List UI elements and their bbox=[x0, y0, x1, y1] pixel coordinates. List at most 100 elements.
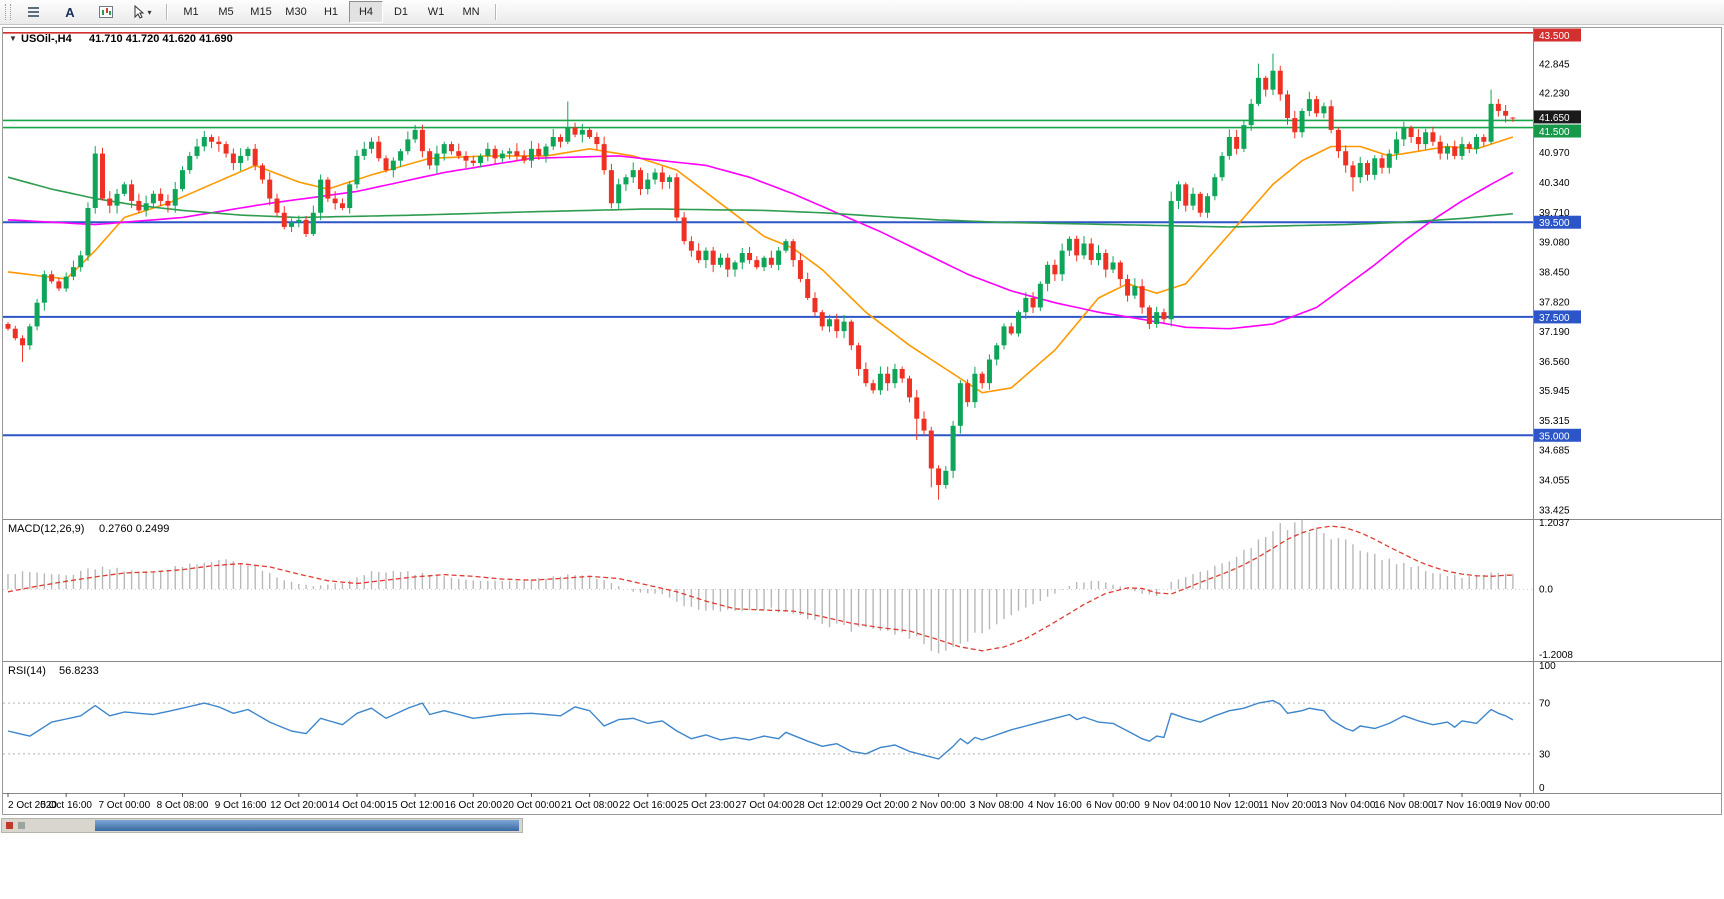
ma-slow-green bbox=[7, 176, 1513, 228]
candle-body bbox=[70, 267, 76, 277]
ohlc-values-label: 41.710 41.720 41.620 41.690 bbox=[89, 33, 233, 45]
candle-body bbox=[608, 170, 614, 204]
candle-body bbox=[572, 127, 578, 135]
minimized-window-fragment[interactable] bbox=[1, 818, 523, 833]
timeframe-button-w1[interactable]: W1 bbox=[427, 6, 445, 18]
candle-body bbox=[1379, 158, 1385, 168]
candle-body bbox=[441, 144, 447, 154]
timeframe-button-m5[interactable]: M5 bbox=[218, 6, 234, 18]
candle-body bbox=[310, 212, 316, 235]
charts-list-button[interactable] bbox=[17, 1, 51, 23]
candle-body bbox=[688, 241, 694, 251]
price-badge[interactable] bbox=[1534, 310, 1581, 324]
candle-body bbox=[325, 179, 331, 199]
candle-body bbox=[281, 212, 287, 227]
price-scale[interactable]: 43.500 41.650 41.500 39.500 37.500 35.000 1.20… bbox=[1534, 28, 1581, 795]
time-tick-label: 4 Nov 16:00 bbox=[1028, 800, 1082, 811]
time-tick-label: 9 Oct 16:00 bbox=[215, 800, 267, 811]
time-tick-label: 9 Nov 04:00 bbox=[1144, 800, 1198, 811]
time-tick-label: 21 Oct 08:00 bbox=[561, 800, 619, 811]
candle-body bbox=[369, 141, 374, 149]
timeframe-button-mn[interactable]: MN bbox=[462, 6, 480, 18]
candle-body bbox=[1241, 125, 1247, 149]
candle-body bbox=[296, 219, 302, 223]
candle-body bbox=[841, 321, 847, 332]
candle-body bbox=[201, 136, 207, 147]
candle-body bbox=[885, 373, 891, 384]
candle-body bbox=[587, 129, 593, 137]
new-chart-button[interactable] bbox=[89, 1, 123, 23]
timeframe-button-d1[interactable]: D1 bbox=[393, 6, 409, 18]
candle-body bbox=[427, 151, 433, 166]
candle-body bbox=[914, 397, 920, 419]
cursor-tool-button[interactable]: ▾ bbox=[125, 1, 159, 23]
timeframe-button-m15[interactable]: M15 bbox=[250, 6, 272, 18]
price-badge[interactable] bbox=[1534, 124, 1581, 138]
timeframe-button-h1[interactable]: H1 bbox=[323, 6, 339, 18]
text-tool-button[interactable]: A bbox=[53, 1, 87, 23]
price-tick-label: 42.845 bbox=[1539, 59, 1570, 70]
price-badge[interactable] bbox=[1534, 215, 1581, 229]
candle-body bbox=[499, 153, 505, 159]
candle-body bbox=[1292, 118, 1298, 133]
time-tick-label: 25 Oct 23:00 bbox=[677, 800, 735, 811]
time-tick-label: 11 Nov 20:00 bbox=[1258, 800, 1317, 811]
candle-body bbox=[376, 141, 382, 159]
price-badge[interactable] bbox=[1534, 110, 1581, 124]
candle-body bbox=[230, 153, 236, 164]
collapse-arrow-icon[interactable]: ▼ bbox=[9, 34, 17, 43]
chart-canvas[interactable]: 43.500 41.650 41.500 39.500 37.500 35.000 1.20… bbox=[3, 28, 1721, 814]
rsi-indicator-label: RSI(14) bbox=[8, 665, 46, 677]
candle-body bbox=[717, 257, 723, 265]
macd-indicator-label: MACD(12,26,9) bbox=[8, 523, 84, 535]
price-badge[interactable] bbox=[1534, 428, 1581, 442]
candle-body bbox=[1059, 250, 1065, 275]
dropdown-caret-icon: ▾ bbox=[147, 7, 152, 17]
timeframe-button-m30[interactable]: M30 bbox=[285, 6, 307, 18]
candle-body bbox=[783, 241, 789, 251]
candle-body bbox=[245, 148, 251, 156]
ma-mid-magenta bbox=[7, 155, 1514, 330]
candle-body bbox=[1168, 200, 1174, 320]
candle-body bbox=[143, 203, 149, 211]
toolbar-grip[interactable] bbox=[5, 4, 11, 20]
candle-body bbox=[1343, 151, 1349, 166]
candle-body bbox=[856, 345, 862, 369]
candle-body bbox=[1175, 184, 1181, 201]
candle-body bbox=[1037, 283, 1043, 308]
timeframe-button-m1[interactable]: M1 bbox=[183, 6, 199, 18]
candle-body bbox=[390, 160, 396, 171]
candle-body bbox=[710, 250, 716, 265]
time-tick-label: 14 Oct 04:00 bbox=[328, 800, 386, 811]
time-tick-label: 19 Nov 00:00 bbox=[1490, 800, 1550, 811]
candle-body bbox=[1510, 117, 1516, 119]
candle-body bbox=[1386, 153, 1392, 168]
candle-body bbox=[812, 297, 818, 313]
candle-body bbox=[1372, 158, 1378, 175]
time-tick-label: 12 Oct 20:00 bbox=[270, 800, 328, 811]
candle-body bbox=[332, 198, 338, 204]
candle-body bbox=[1074, 238, 1080, 256]
candle-body bbox=[819, 312, 825, 327]
timeframe-button-h4[interactable]: H4 bbox=[349, 1, 383, 23]
candle-body bbox=[1401, 127, 1407, 140]
candle-body bbox=[187, 155, 193, 171]
candle-body bbox=[630, 170, 636, 178]
candle-body bbox=[1350, 165, 1356, 178]
candle-body bbox=[12, 328, 18, 339]
candle-body bbox=[703, 250, 709, 261]
price-tick-label: 40.340 bbox=[1539, 178, 1570, 189]
candle-body bbox=[768, 257, 774, 265]
candle-body bbox=[645, 179, 651, 190]
candle-body bbox=[834, 319, 840, 332]
candle-body bbox=[1408, 127, 1414, 137]
strip-titlebar[interactable] bbox=[95, 820, 519, 831]
time-tick-label: 15 Oct 12:00 bbox=[386, 800, 444, 811]
rsi-indicator-value: 56.8233 bbox=[59, 665, 99, 677]
candle-body bbox=[434, 153, 440, 166]
price-tick-label: 37.190 bbox=[1539, 327, 1570, 338]
price-badge[interactable] bbox=[1534, 28, 1581, 42]
candle-body bbox=[1335, 129, 1341, 152]
time-tick-label: 2 Oct 2020 bbox=[8, 800, 57, 811]
